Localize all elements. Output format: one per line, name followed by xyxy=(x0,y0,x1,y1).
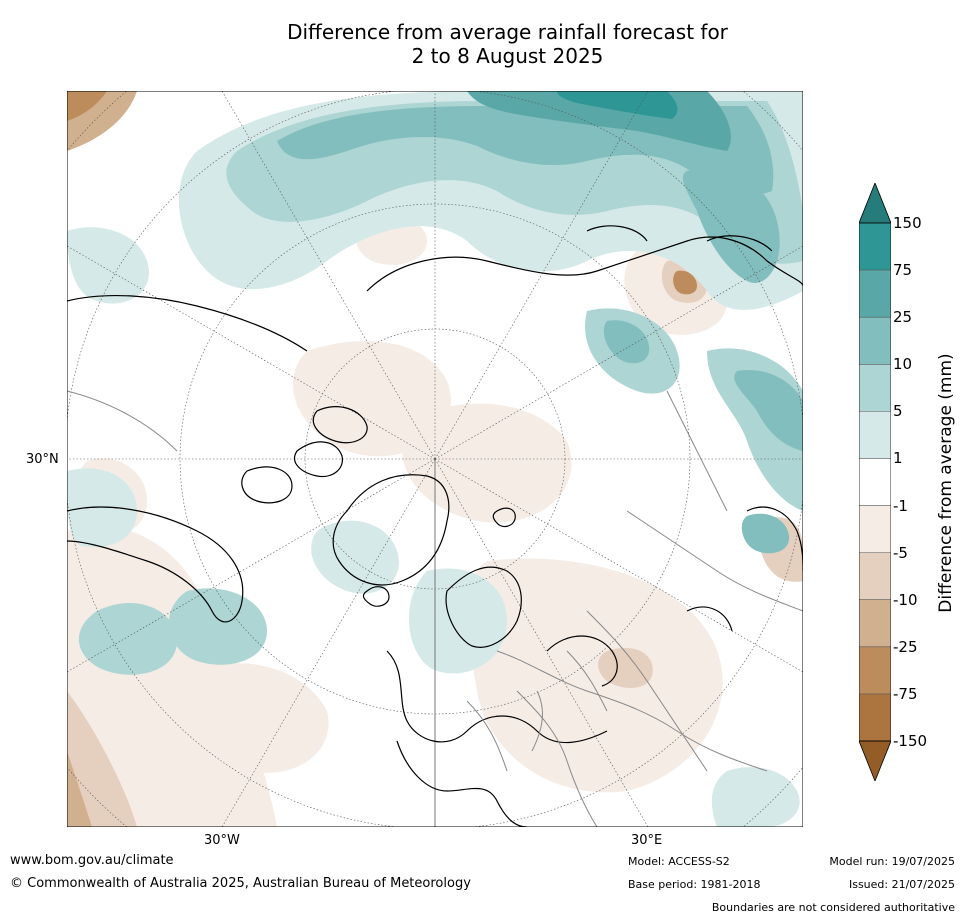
colorbar-tick-label: -1 xyxy=(893,496,908,515)
lat-label-30n: 30°N xyxy=(26,452,59,467)
lon-label-30w: 30°W xyxy=(204,833,240,848)
colorbar xyxy=(859,183,891,781)
colorbar-band xyxy=(859,458,891,506)
colorbar-band xyxy=(859,599,891,647)
colorbar-tick-label: -150 xyxy=(893,732,928,750)
colorbar-band xyxy=(859,693,891,741)
boundary-disclaimer: Boundaries are not considered authoritat… xyxy=(711,901,955,914)
colorbar-band xyxy=(859,552,891,600)
map-title: Difference from average rainfall forecas… xyxy=(200,20,815,68)
issued-date: Issued: 21/07/2025 xyxy=(848,878,955,891)
colorbar-tick-label: -5 xyxy=(893,543,908,562)
rainfall-anomaly-wet-areas xyxy=(67,91,803,827)
colorbar-extend-top xyxy=(859,183,891,224)
colorbar-tick-label: 1 xyxy=(893,449,903,468)
colorbar-outline xyxy=(859,222,891,742)
colorbar-tick-label: 10 xyxy=(893,355,913,374)
colorbar-tick-label: -25 xyxy=(893,637,918,656)
colorbar-band xyxy=(859,505,891,553)
country-borders xyxy=(67,390,803,827)
colorbar-band xyxy=(859,317,891,365)
lon-label-30e: 30°E xyxy=(631,833,663,848)
colorbar-band xyxy=(859,270,891,318)
colorbar-band xyxy=(859,646,891,694)
rainfall-map xyxy=(67,91,803,827)
colorbar-tick-label: 150 xyxy=(893,214,922,232)
colorbar-tick-label: 25 xyxy=(893,308,913,327)
title-line-2: 2 to 8 August 2025 xyxy=(411,44,604,68)
colorbar-extend-bottom xyxy=(859,740,891,781)
model-run-date: Model run: 19/07/2025 xyxy=(829,855,955,868)
colorbar-band xyxy=(859,411,891,459)
colorbar-title: Difference from average (mm) xyxy=(936,353,956,613)
rainfall-anomaly-dry-areas xyxy=(67,91,803,827)
colorbar-tick-label: -75 xyxy=(893,684,918,703)
title-line-1: Difference from average rainfall forecas… xyxy=(287,20,728,44)
colorbar-tick-label: 5 xyxy=(893,402,903,421)
coastlines xyxy=(67,225,803,827)
colorbar-band xyxy=(859,223,891,271)
colorbar-tick-label: -10 xyxy=(893,590,918,609)
copyright-text: © Commonwealth of Australia 2025, Austra… xyxy=(10,876,471,891)
base-period: Base period: 1981-2018 xyxy=(628,878,761,891)
colorbar-tick-label: 75 xyxy=(893,261,913,280)
colorbar-band xyxy=(859,364,891,412)
model-name: Model: ACCESS-S2 xyxy=(628,855,730,868)
website-link[interactable]: www.bom.gov.au/climate xyxy=(10,853,174,868)
